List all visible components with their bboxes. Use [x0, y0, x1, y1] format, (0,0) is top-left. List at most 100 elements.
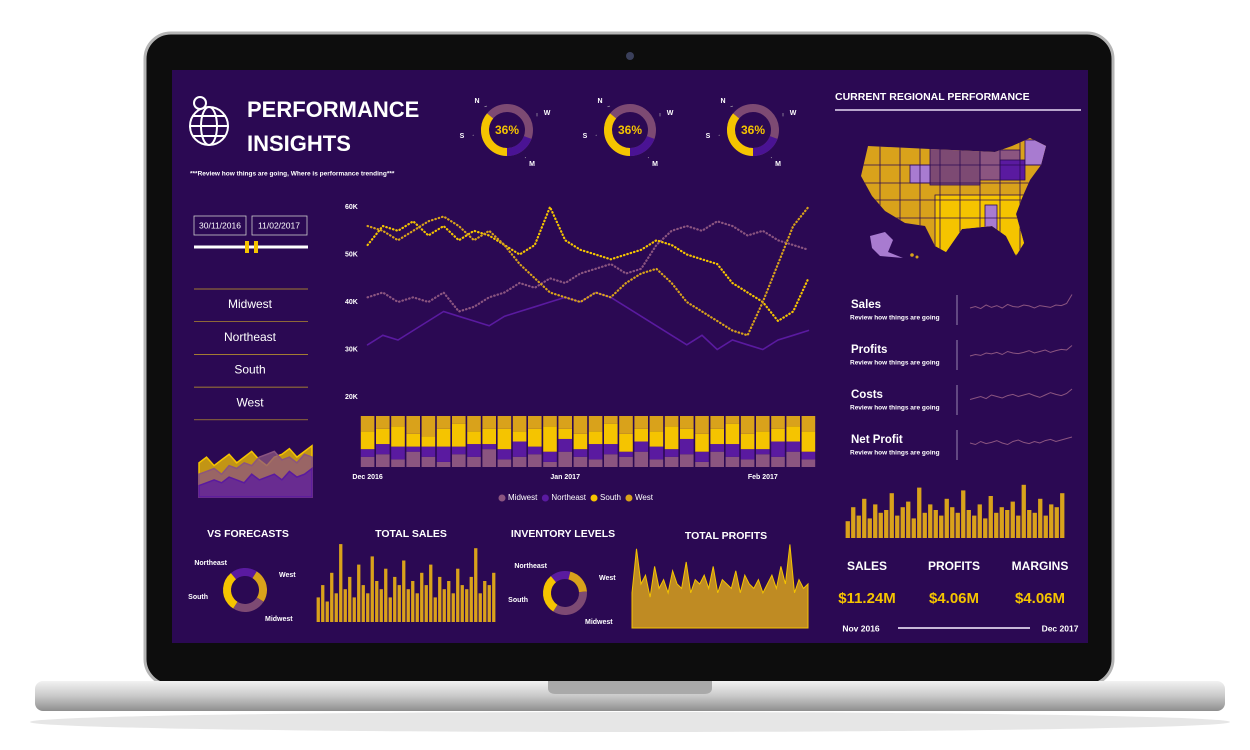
- stack-segment: [771, 456, 785, 467]
- regional-bar: [906, 501, 911, 538]
- metric-title: Sales: [851, 299, 881, 311]
- kpi-label: PROFITS: [928, 559, 980, 573]
- gauge-direction: N: [720, 98, 725, 105]
- stack-segment: [360, 456, 375, 467]
- stack-segment: [391, 416, 405, 427]
- regional-bar: [873, 504, 878, 538]
- date-start[interactable]: 30/11/2016: [199, 220, 241, 230]
- stack-segment: [801, 459, 816, 467]
- date-end[interactable]: 11/02/2017: [258, 220, 300, 230]
- sparkline: [969, 436, 1073, 446]
- stack-segment: [619, 416, 633, 434]
- sales-bar: [451, 593, 455, 622]
- y-tick-label: 30K: [345, 346, 358, 353]
- stack-segment: [588, 416, 603, 432]
- profit-area: [631, 544, 809, 629]
- stack-segment: [543, 416, 557, 427]
- stack-segment: [619, 456, 633, 467]
- gauge-arc: [727, 104, 779, 156]
- sales-bar: [375, 581, 379, 622]
- sparkline: [969, 294, 1073, 310]
- stack-segment: [695, 416, 709, 434]
- stack-segment: [543, 461, 557, 467]
- stack-segment: [452, 446, 466, 455]
- stack-segment: [588, 459, 603, 467]
- kpi-value: $11.24M: [838, 590, 896, 607]
- sales-bar: [469, 576, 473, 622]
- stack-segment: [771, 428, 785, 442]
- stack-segment: [360, 449, 375, 457]
- sales-bar: [429, 564, 433, 622]
- region-option[interactable]: Midwest: [228, 297, 273, 311]
- sales-bar: [460, 585, 464, 622]
- stack-segment: [664, 456, 679, 467]
- stack-segment: [725, 456, 740, 467]
- regional-bar: [911, 518, 916, 538]
- stack-segment: [528, 446, 542, 455]
- stack-segment: [391, 446, 405, 460]
- stack-segment: [634, 416, 648, 429]
- regional-bar: [933, 510, 938, 538]
- stack-segment: [497, 459, 512, 467]
- stack-segment: [573, 416, 588, 434]
- stack-segment: [786, 451, 800, 467]
- stack-segment: [680, 428, 694, 439]
- stack-segment: [695, 461, 709, 467]
- stack-segment: [421, 416, 436, 437]
- sales-bar: [438, 576, 442, 622]
- regional-bar: [1016, 515, 1021, 538]
- sparkline: [969, 345, 1073, 357]
- stack-segment: [528, 416, 542, 429]
- sales-bar: [465, 589, 469, 622]
- regional-bar: [966, 510, 971, 538]
- stack-segment: [558, 428, 572, 439]
- stack-segment: [649, 416, 664, 432]
- stack-segment: [604, 454, 618, 467]
- gauge-label: 36%: [618, 123, 642, 137]
- stack-segment: [376, 454, 390, 467]
- gauge-direction: W: [790, 110, 797, 117]
- gauge-direction: S: [460, 133, 465, 140]
- stack-segment: [421, 446, 436, 457]
- stack-segment: [740, 416, 755, 434]
- stack-segment: [604, 423, 618, 445]
- gauge-leader: [647, 156, 649, 159]
- donut-label: West: [279, 572, 296, 579]
- y-tick-label: 60K: [345, 204, 358, 211]
- region-option[interactable]: South: [234, 363, 265, 377]
- region-option[interactable]: West: [236, 395, 264, 409]
- gauge-arc: [604, 104, 656, 156]
- regional-bar: [889, 493, 894, 538]
- stack-segment: [786, 426, 800, 442]
- stack-segment: [452, 416, 466, 424]
- stack-segment: [664, 426, 679, 450]
- stack-segment: [376, 416, 390, 429]
- sales-bar: [487, 585, 491, 622]
- gauge-direction: S: [583, 133, 588, 140]
- stack-segment: [436, 446, 451, 462]
- mini-area: [198, 466, 313, 498]
- stack-segment: [573, 449, 588, 457]
- sales-bar: [393, 576, 397, 622]
- stack-segment: [528, 454, 542, 467]
- stack-segment: [695, 451, 709, 462]
- region-option[interactable]: Northeast: [224, 330, 277, 344]
- stack-segment: [406, 451, 420, 467]
- sales-bar: [361, 585, 365, 622]
- stack-segment: [740, 459, 755, 467]
- stack-segment: [406, 433, 420, 447]
- legend-label: South: [600, 493, 621, 502]
- regional-bar: [922, 512, 927, 538]
- panel-title: TOTAL SALES: [375, 528, 447, 540]
- regional-bar: [900, 507, 905, 538]
- slider-handle[interactable]: [254, 241, 258, 253]
- sales-bar: [478, 593, 482, 622]
- regional-bar: [1049, 504, 1054, 538]
- slider-handle[interactable]: [245, 241, 249, 253]
- stack-segment: [619, 433, 633, 452]
- sales-bar: [348, 576, 352, 622]
- y-tick-label: 20K: [345, 394, 358, 401]
- gauge-direction: M: [529, 161, 535, 168]
- regional-bar: [1043, 515, 1048, 538]
- sales-bar: [433, 597, 437, 622]
